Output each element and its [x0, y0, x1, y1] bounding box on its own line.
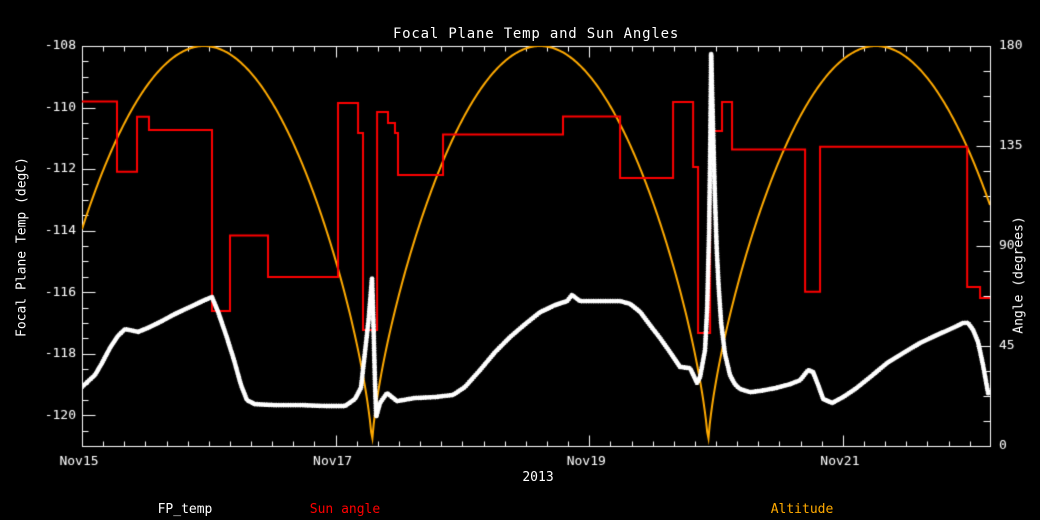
left-y-axis-title: Focal Plane Temp (degC) [14, 156, 30, 338]
legend-fp-temp: FP_temp [157, 502, 213, 517]
chart-title: Focal Plane Temp and Sun Angles [392, 26, 680, 42]
x-axis-title: 2013 [522, 470, 554, 485]
right-y-axis-title: Angle (degrees) [1011, 216, 1027, 334]
legend-altitude: Altitude [770, 502, 834, 517]
legend-sun-angle: Sun angle [309, 502, 381, 517]
